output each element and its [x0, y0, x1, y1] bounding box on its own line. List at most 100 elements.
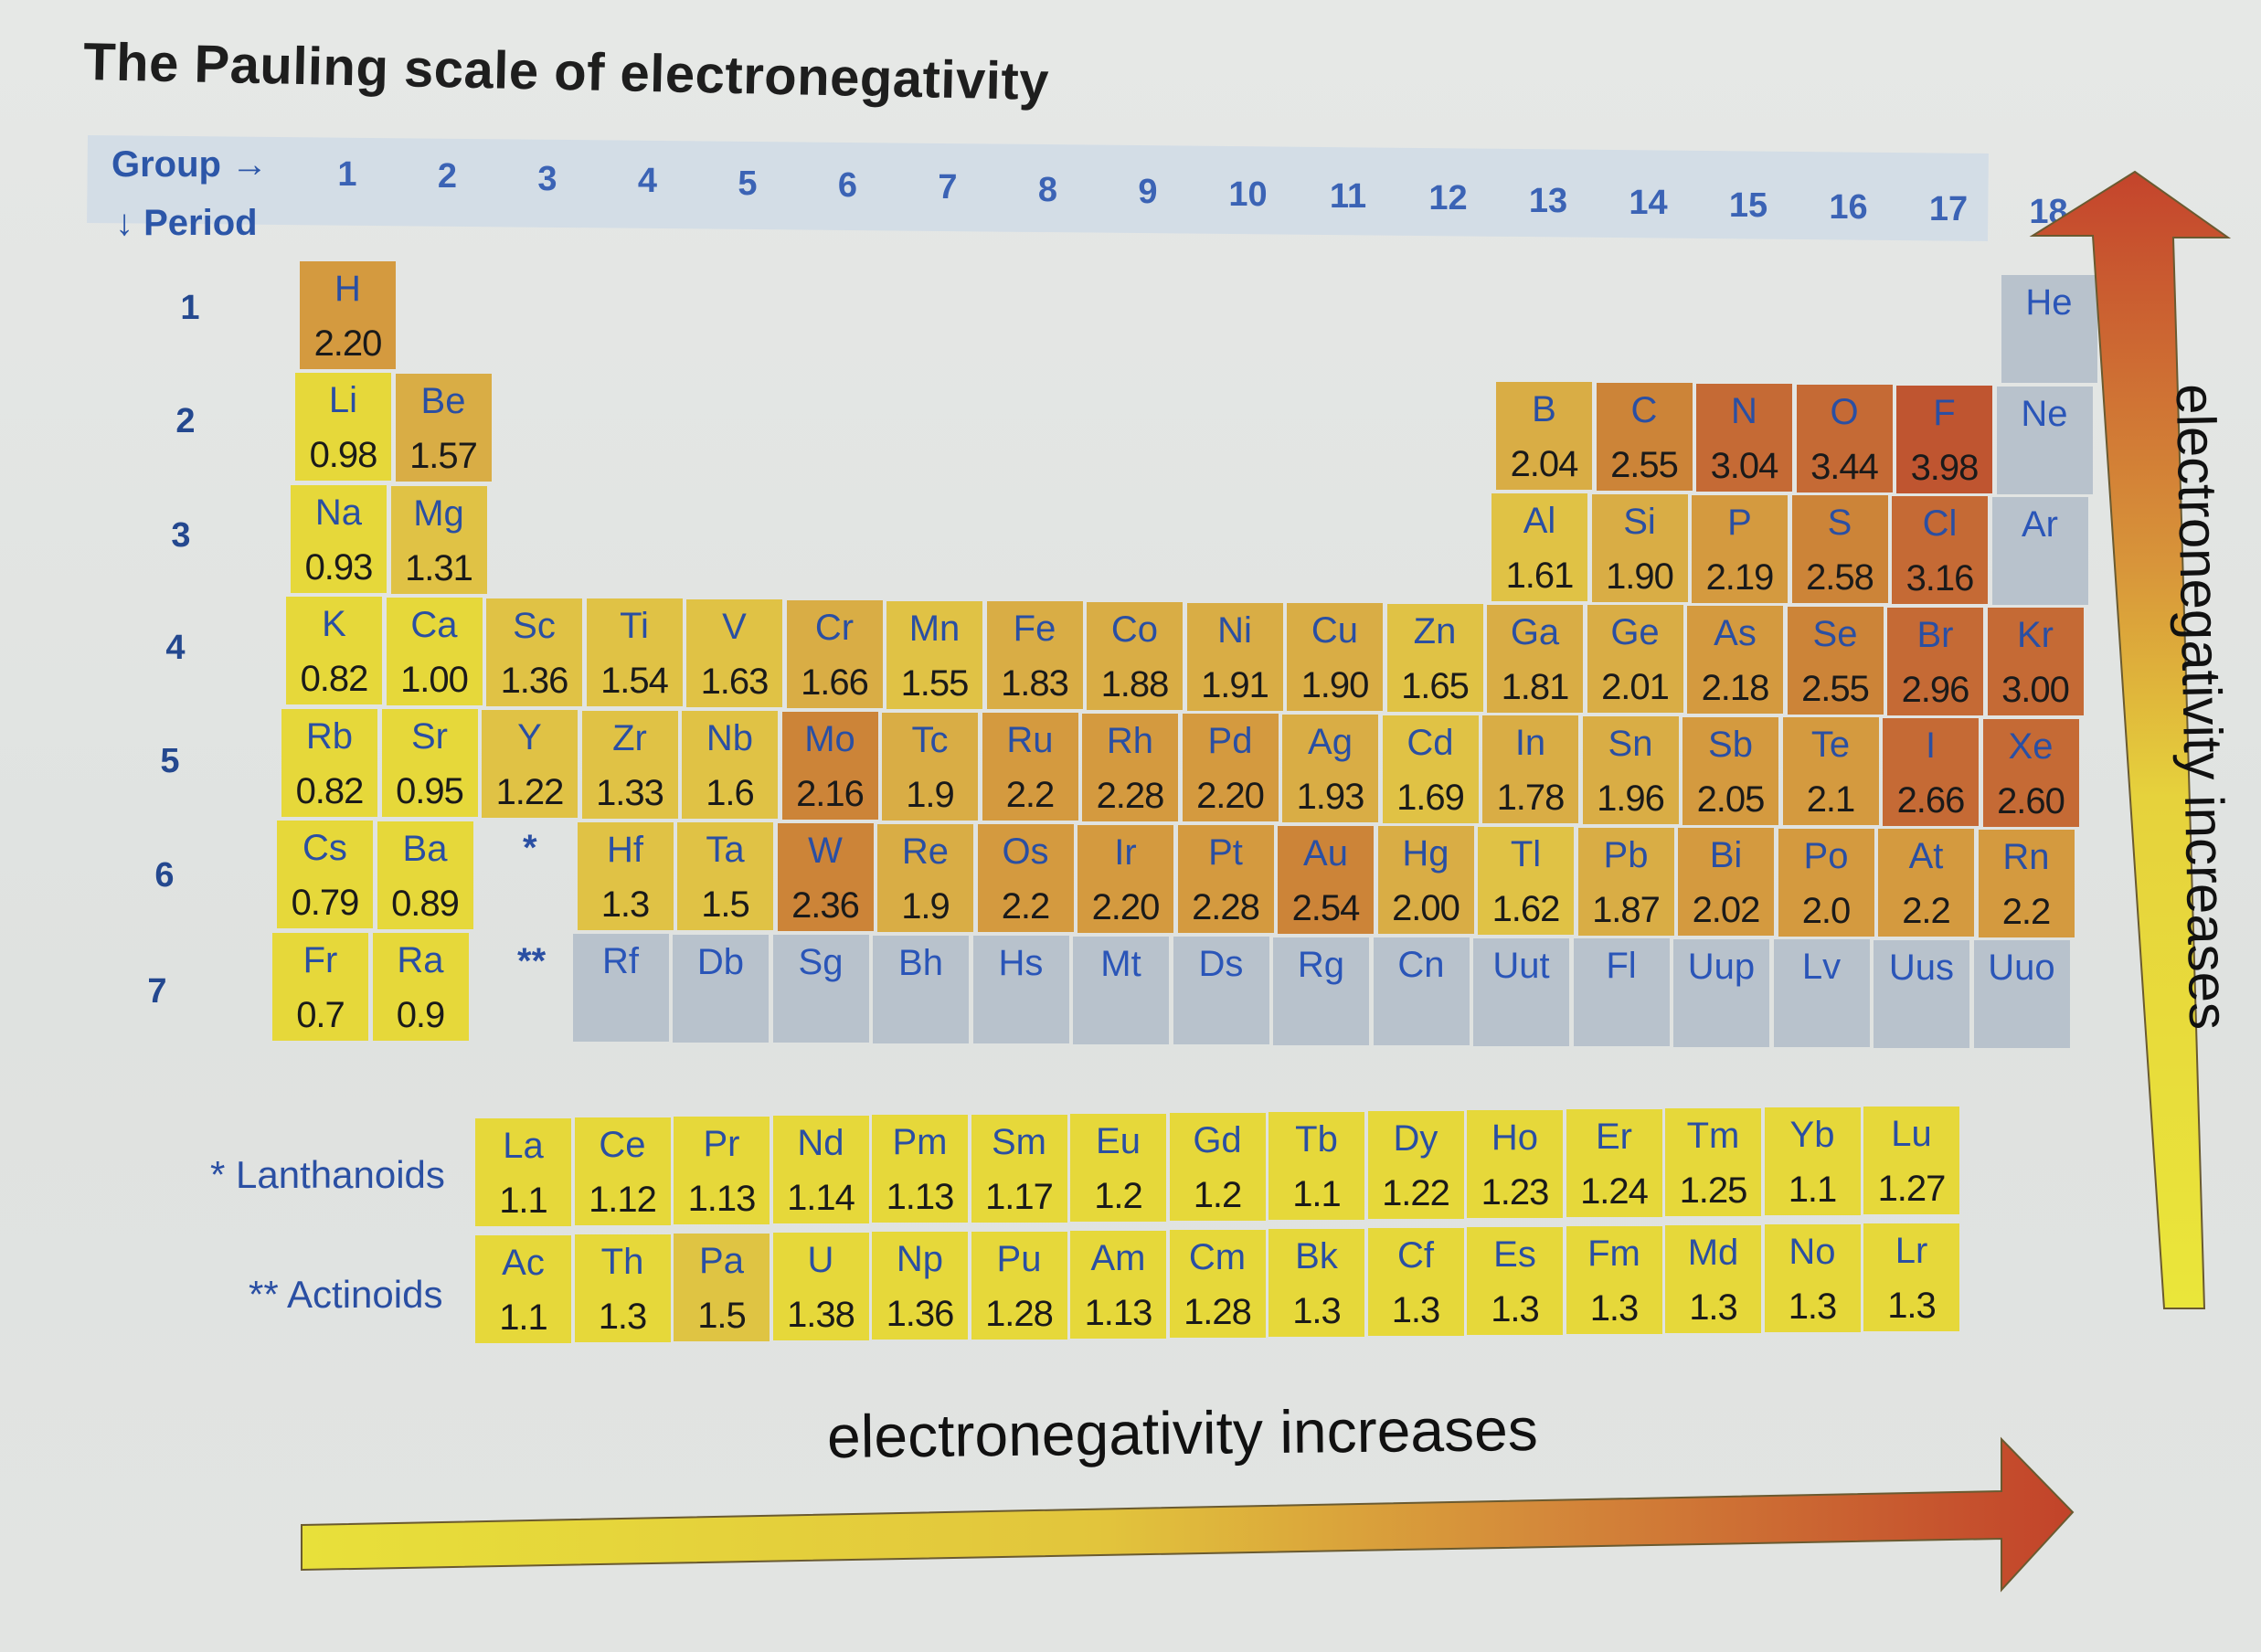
element-symbol: Pu	[996, 1238, 1042, 1279]
electronegativity-value: 1.1	[499, 1297, 548, 1338]
element-cell-pa: Pa 1.5	[674, 1234, 770, 1342]
electronegativity-value: 2.20	[1091, 886, 1161, 927]
element-symbol: Tl	[1510, 833, 1542, 874]
period-number: 5	[160, 742, 180, 780]
element-cell-kr: Kr 3.00	[1987, 608, 2084, 716]
element-symbol: Sm	[992, 1121, 1046, 1162]
element-cell-h: H 2.20	[300, 261, 396, 369]
element-symbol: H	[334, 269, 361, 309]
element-cell-ir: Ir 2.20	[1077, 824, 1173, 933]
electronegativity-value: 0.98	[309, 435, 378, 476]
element-symbol: Ba	[402, 828, 448, 869]
element-cell-re: Re 1.9	[877, 823, 973, 932]
element-symbol: Rn	[2002, 836, 2050, 877]
electronegativity-value: 2.54	[1291, 887, 1361, 928]
electronegativity-value: 1.2	[1193, 1174, 1243, 1215]
electronegativity-value: 1.96	[1597, 778, 1665, 819]
electronegativity-value: 1.13	[1084, 1292, 1153, 1333]
element-cell-pb: Pb 1.87	[1577, 827, 1674, 936]
element-symbol: Eu	[1096, 1120, 1141, 1161]
electronegativity-value: 2.58	[1806, 557, 1874, 598]
element-symbol: He	[2025, 282, 2073, 323]
electronegativity-value: 2.0	[1801, 890, 1852, 931]
electronegativity-value: 0.93	[304, 546, 374, 588]
element-cell-fm: Fm 1.3	[1566, 1226, 1662, 1335]
group-number: 6	[837, 166, 858, 205]
electronegativity-value: 0.89	[391, 883, 460, 924]
element-symbol: Al	[1523, 501, 1556, 542]
element-symbol: Uut	[1492, 945, 1550, 986]
element-cell-pr: Pr 1.13	[674, 1117, 770, 1225]
electronegativity-value: 1.3	[1491, 1289, 1540, 1329]
electronegativity-value: 1.87	[1592, 889, 1661, 930]
element-cell-uus: Uus	[1874, 939, 1969, 1048]
element-symbol: Uus	[1888, 947, 1955, 988]
element-cell-dy: Dy 1.22	[1367, 1110, 1464, 1219]
element-cell-s: S 2.58	[1791, 495, 1888, 604]
element-symbol: Lv	[1801, 947, 1842, 988]
group-number: 1	[337, 155, 357, 194]
element-symbol: Hs	[998, 943, 1044, 984]
element-cell-sr: Sr 0.95	[381, 709, 478, 818]
electronegativity-value: 2.66	[1896, 779, 1966, 821]
electronegativity-value: 1.3	[1589, 1288, 1640, 1329]
element-cell-sn: Sn 1.96	[1582, 715, 1679, 824]
group-number: 4	[637, 162, 658, 201]
element-cell-po: Po 2.0	[1778, 828, 1874, 937]
element-symbol: Be	[420, 381, 466, 422]
electronegativity-value: 2.04	[1510, 444, 1579, 485]
electronegativity-value: 1.66	[801, 662, 869, 703]
element-symbol: Co	[1110, 609, 1159, 650]
element-symbol: Ti	[620, 606, 649, 647]
element-symbol: Ag	[1308, 722, 1353, 763]
element-cell-xe: Xe 2.60	[1982, 718, 2079, 827]
element-symbol: Md	[1687, 1233, 1739, 1274]
element-symbol: Si	[1623, 501, 1656, 542]
electronegativity-value: 1.36	[500, 660, 569, 701]
element-symbol: Hf	[607, 829, 643, 870]
horizontal-arrow-icon	[301, 1436, 2075, 1593]
electronegativity-value: 1.81	[1501, 666, 1570, 707]
element-cell-tb: Tb 1.1	[1268, 1111, 1364, 1220]
actinoid-marker: **	[517, 941, 547, 981]
electronegativity-value: 1.2	[1094, 1175, 1143, 1216]
group-number: 2	[437, 157, 458, 196]
element-cell-lu: Lu 1.27	[1863, 1107, 1959, 1215]
electronegativity-value: 1.38	[787, 1295, 855, 1336]
element-cell-cd: Cd 1.69	[1382, 715, 1479, 823]
element-symbol: Cm	[1188, 1236, 1247, 1277]
group-number: 13	[1528, 181, 1568, 220]
element-cell-br: Br 2.96	[1887, 607, 1983, 715]
element-cell-th: Th 1.3	[574, 1234, 671, 1343]
element-symbol: Ge	[1610, 612, 1660, 653]
electronegativity-value: 1.24	[1580, 1171, 1649, 1213]
electronegativity-value: 1.65	[1401, 666, 1470, 706]
element-symbol: Li	[328, 380, 358, 421]
group-number: 15	[1728, 185, 1768, 225]
element-symbol: Np	[896, 1239, 944, 1280]
element-symbol: S	[1827, 503, 1852, 544]
element-cell-fr: Fr 0.7	[272, 932, 368, 1041]
group-number: 8	[1037, 170, 1058, 209]
element-symbol: Te	[1810, 725, 1851, 766]
element-symbol: Ds	[1198, 944, 1244, 985]
electronegativity-value: 3.00	[2001, 670, 2070, 711]
element-symbol: Mt	[1100, 943, 1141, 984]
element-cell-n: N 3.04	[1696, 384, 1792, 492]
electronegativity-value: 1.57	[409, 436, 478, 477]
element-symbol: No	[1789, 1232, 1836, 1273]
period-number: 7	[147, 972, 167, 1011]
element-symbol: K	[322, 604, 346, 645]
element-symbol: Ac	[502, 1243, 545, 1283]
electronegativity-value: 2.05	[1696, 778, 1766, 820]
element-cell-ar: Ar	[1991, 496, 2088, 605]
element-cell-tl: Tl 1.62	[1478, 826, 1574, 935]
group-number: 16	[1829, 188, 1868, 227]
element-symbol: Ta	[706, 830, 745, 871]
element-cell-w: W 2.36	[777, 823, 874, 931]
electronegativity-value: 1.83	[1001, 663, 1069, 704]
element-symbol: P	[1727, 502, 1752, 543]
element-cell-tm: Tm 1.25	[1665, 1108, 1761, 1217]
electronegativity-value: 0.95	[396, 771, 464, 812]
